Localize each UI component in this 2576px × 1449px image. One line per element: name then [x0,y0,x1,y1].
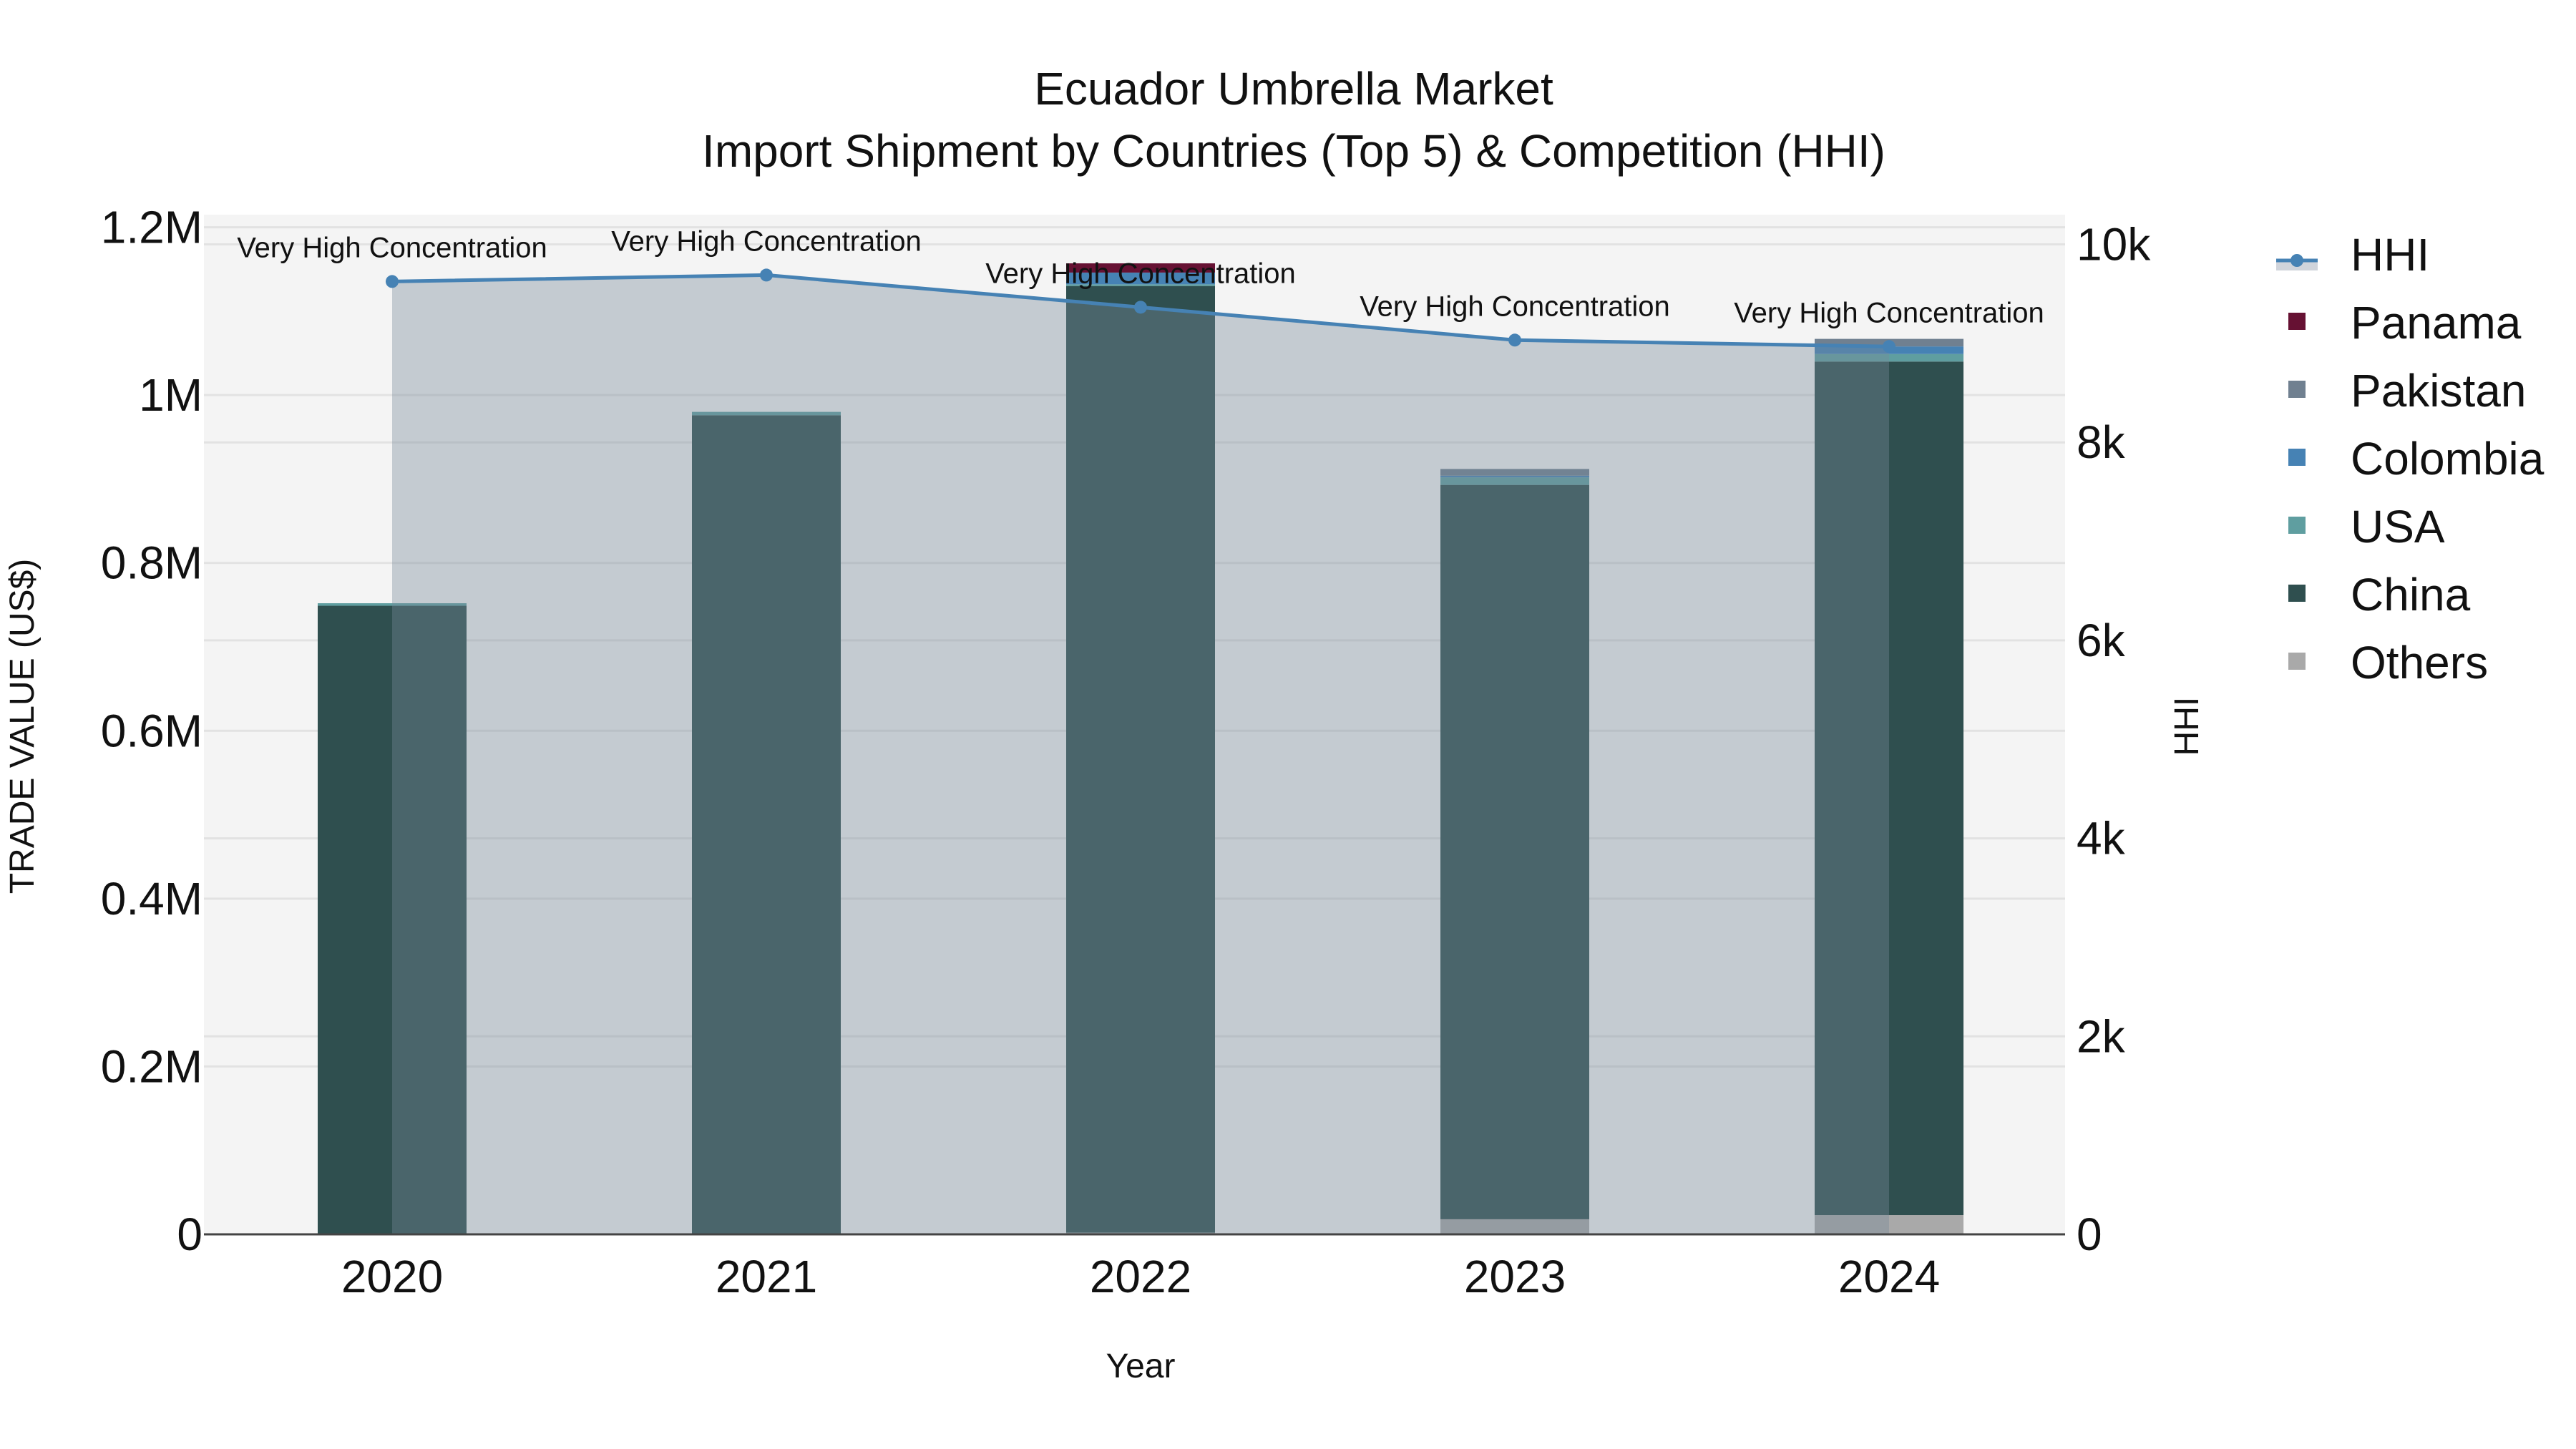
bar-segment-panama[interactable] [1066,263,1215,273]
y-tick-label: 0.8M [101,537,203,589]
legend-marker-icon [2290,254,2303,267]
legend-label: Others [2351,637,2488,688]
bar-segment-others[interactable] [1440,1219,1589,1234]
x-axis-title: Year [1106,1347,1176,1385]
bar-segment-china[interactable] [1066,286,1215,1233]
y-axis-title: TRADE VALUE (US$) [4,559,42,894]
chart-subtitle: Import Shipment by Countries (Top 5) & C… [702,125,1885,177]
legend: HHI Panama Pakistan Colombia USA China Others [2276,229,2545,688]
legend-label: HHI [2351,229,2429,280]
y2-tick-label: 4k [2077,813,2126,864]
hhi-annotation: Very High Concentration [1734,297,2044,328]
bars [318,263,1963,1235]
y2-tick-label: 6k [2077,615,2126,666]
legend-label: Colombia [2351,433,2545,484]
hhi-marker[interactable] [1883,340,1896,353]
y-axis-ticks: 0 0.2M 0.4M 0.6M 0.8M 1M 1.2M [101,202,203,1260]
legend-item-china[interactable]: China [2288,569,2471,620]
bar-segment-colombia[interactable] [1440,475,1589,478]
hhi-marker[interactable] [1508,333,1521,347]
y-tick-label: 0.4M [101,873,203,924]
legend-swatch-icon [2288,313,2306,330]
x-tick-label: 2022 [1090,1251,1191,1302]
legend-item-hhi[interactable]: HHI [2276,229,2429,280]
legend-swatch-icon [2288,381,2306,398]
bar-stack-2024[interactable] [1815,338,1963,1234]
legend-item-colombia[interactable]: Colombia [2288,433,2545,484]
y2-axis-title: HHI [2168,697,2206,756]
hhi-marker[interactable] [386,275,399,288]
bar-segment-others[interactable] [1815,1215,1963,1234]
legend-item-pakistan[interactable]: Pakistan [2288,365,2526,416]
legend-label: Panama [2351,297,2522,348]
hhi-series [386,268,1896,1235]
x-tick-label: 2021 [716,1251,817,1302]
legend-swatch-icon [2288,653,2306,670]
legend-swatch-icon [2288,449,2306,466]
legend-item-panama[interactable]: Panama [2288,297,2522,348]
y-tick-label: 0.6M [101,705,203,756]
y2-tick-label: 0 [2077,1209,2102,1260]
y-tick-label: 0 [177,1209,203,1260]
hhi-area [392,275,1889,1235]
x-tick-label: 2020 [341,1251,443,1302]
bar-segment-china[interactable] [1440,484,1589,1219]
chart-title: Ecuador Umbrella Market [1034,63,1553,114]
legend-label: Pakistan [2351,365,2526,416]
bar-segment-colombia[interactable] [1066,272,1215,285]
bar-segment-china[interactable] [692,415,841,1235]
y2-axis-ticks: 0 2k 4k 6k 8k 10k [2077,219,2151,1260]
x-tick-label: 2023 [1464,1251,1566,1302]
hhi-annotation: Very High Concentration [985,258,1296,289]
y2-tick-label: 10k [2077,219,2151,270]
y-tick-label: 1M [139,369,203,421]
hhi-annotations: Very High Concentration Very High Concent… [237,225,2044,328]
bar-stack-2023[interactable] [1440,469,1589,1234]
bar-segment-pakistan[interactable] [1440,469,1589,476]
hhi-annotation: Very High Concentration [237,232,547,263]
x-axis-ticks: 2020 2021 2022 2023 2024 [341,1251,1940,1302]
legend-label: China [2351,569,2471,620]
bar-segment-china[interactable] [318,605,467,1234]
y2-tick-label: 2k [2077,1010,2126,1062]
legend-swatch-icon [2288,517,2306,534]
x-tick-label: 2024 [1838,1251,1940,1302]
bar-stack-2020[interactable] [318,603,467,1234]
hhi-marker[interactable] [1134,301,1147,314]
bar-segment-usa[interactable] [1066,284,1215,286]
legend-item-others[interactable]: Others [2288,637,2488,688]
hhi-annotation: Very High Concentration [1360,291,1670,322]
hhi-annotation: Very High Concentration [611,225,922,257]
y2-tick-label: 8k [2077,416,2126,468]
y-tick-label: 0.2M [101,1040,203,1092]
legend-label: USA [2351,501,2445,552]
bar-segment-usa[interactable] [318,603,467,606]
bar-segment-usa[interactable] [1815,353,1963,362]
bar-stack-2021[interactable] [692,411,841,1235]
legend-item-usa[interactable]: USA [2288,501,2445,552]
y-tick-label: 1.2M [101,202,203,253]
bar-segment-china[interactable] [1815,361,1963,1216]
bar-segment-usa[interactable] [1440,477,1589,485]
bar-stack-2022[interactable] [1066,263,1215,1234]
hhi-marker[interactable] [760,268,773,282]
legend-swatch-icon [2288,585,2306,602]
bar-segment-usa[interactable] [692,411,841,416]
